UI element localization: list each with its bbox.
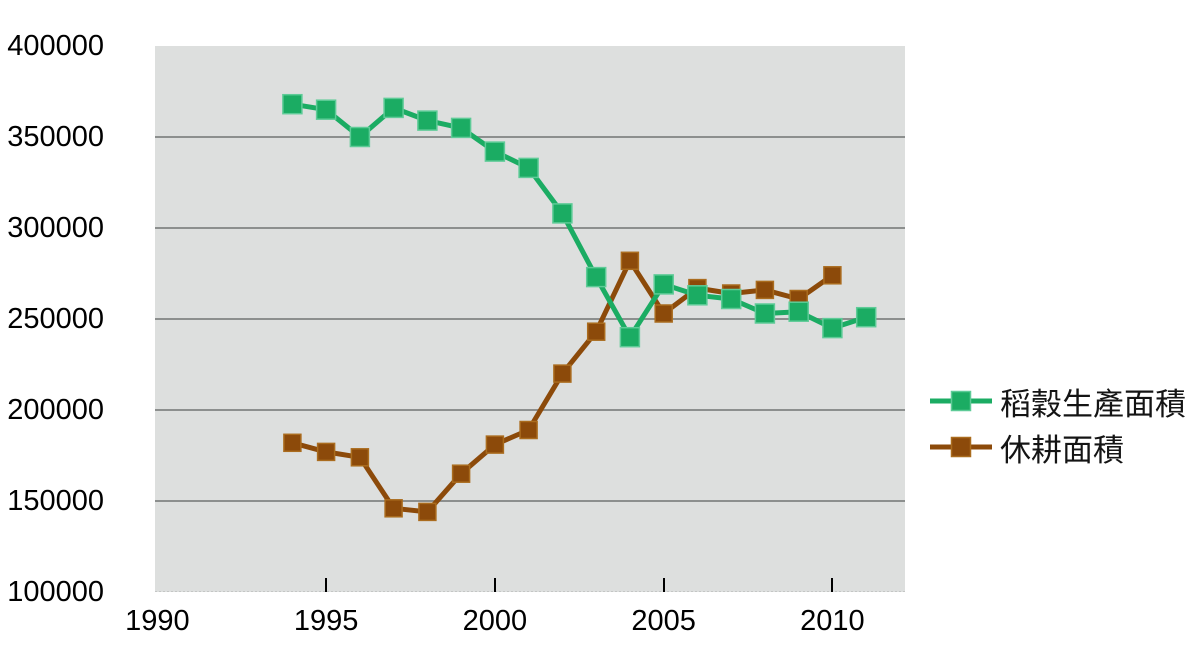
data-point-rice-production-area [687, 285, 708, 306]
legend-marker [950, 390, 972, 412]
y-tick-label: 150000 [7, 485, 104, 517]
y-tick-label: 400000 [7, 30, 104, 62]
y-tick-label: 200000 [7, 394, 104, 426]
data-point-rice-production-area [282, 93, 303, 115]
x-tick-label: 2000 [462, 605, 528, 637]
data-point-rice-production-area [383, 97, 404, 119]
data-point-rice-production-area [788, 301, 809, 322]
data-point-rice-production-area [754, 303, 776, 324]
legend-marker [950, 436, 972, 458]
data-point-rice-production-area [518, 157, 539, 179]
series-line-fallow-area [291, 258, 834, 515]
data-point-rice-production-area [315, 99, 337, 120]
data-point-fallow-area [823, 266, 842, 285]
data-point-fallow-area [654, 304, 673, 323]
data-point-fallow-area [451, 464, 471, 483]
data-point-rice-production-area [585, 266, 607, 288]
y-tick-label: 300000 [7, 212, 104, 244]
x-tick-label: 2005 [631, 605, 696, 637]
plot-area [155, 46, 905, 592]
data-point-fallow-area [755, 280, 775, 300]
legend: 稻穀生產面積 休耕面積 [930, 382, 1198, 474]
data-point-rice-production-area [450, 117, 472, 139]
legend-label: 稻穀生產面積 [1000, 386, 1186, 422]
data-point-fallow-area [384, 499, 403, 518]
data-point-rice-production-area [417, 110, 438, 131]
x-tick-label: 1995 [293, 605, 359, 637]
data-point-fallow-area [519, 420, 538, 440]
data-point-rice-production-area [552, 203, 573, 224]
data-point-rice-production-area [653, 274, 674, 295]
data-point-fallow-area [283, 433, 302, 453]
data-point-rice-production-area [855, 306, 877, 328]
x-tick-label: 1990 [125, 605, 190, 637]
data-point-fallow-area [350, 448, 370, 467]
legend-swatch-rice-icon [930, 390, 992, 412]
legend-label: 休耕面積 [1000, 432, 1124, 468]
y-tick-label: 250000 [7, 303, 104, 335]
data-point-rice-production-area [720, 288, 742, 310]
y-tick-label: 100000 [7, 576, 104, 608]
data-point-fallow-area [418, 502, 437, 522]
data-point-fallow-area [553, 364, 572, 383]
data-point-rice-production-area [349, 126, 371, 148]
legend-item-rice-production-area: 稻穀生產面積 [930, 382, 1198, 422]
legend-item-fallow-area: 休耕面積 [930, 428, 1198, 468]
x-tick-label: 2010 [800, 605, 865, 637]
data-point-rice-production-area [619, 326, 641, 348]
data-point-fallow-area [485, 435, 505, 454]
data-point-fallow-area [586, 322, 606, 341]
data-point-fallow-area [316, 442, 336, 462]
data-point-fallow-area [620, 251, 640, 271]
y-tick-label: 350000 [7, 121, 104, 153]
legend-swatch-fallow-icon [930, 436, 992, 458]
plot-svg [155, 93, 905, 592]
series-line-rice-production-area [291, 101, 867, 340]
data-point-rice-production-area [484, 141, 506, 162]
data-point-rice-production-area [822, 317, 843, 339]
